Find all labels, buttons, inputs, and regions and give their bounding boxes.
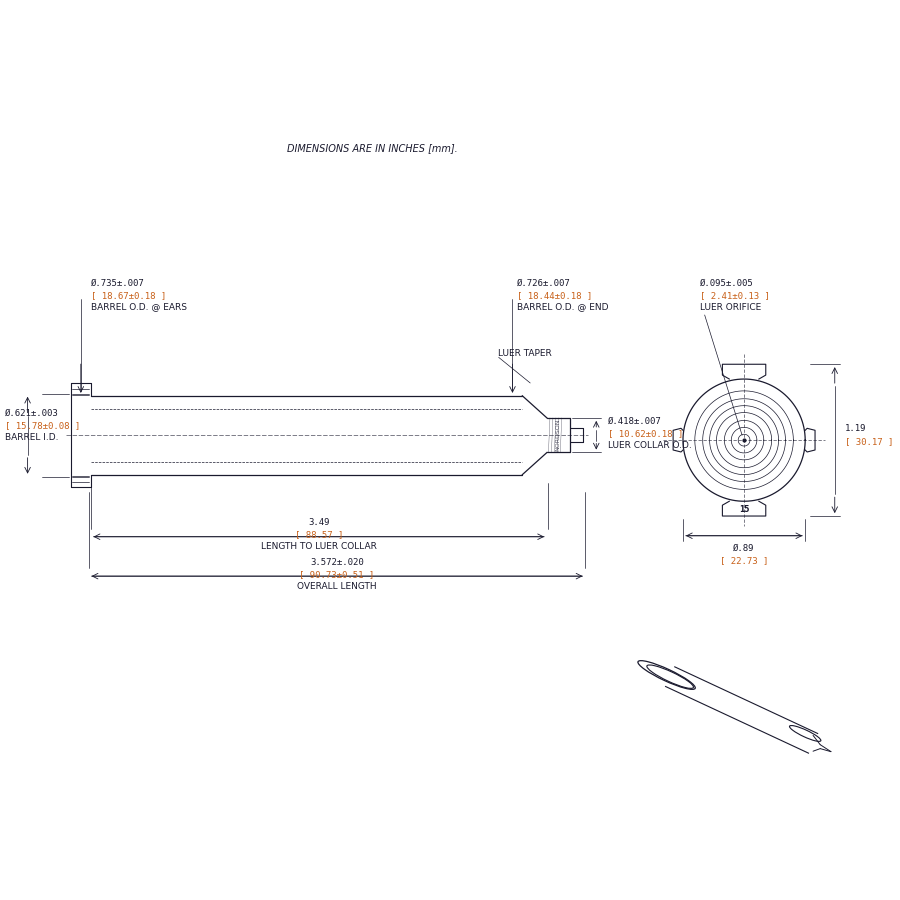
- Text: 1.19: 1.19: [844, 424, 866, 433]
- Text: [ 88.57 ]: [ 88.57 ]: [294, 530, 343, 539]
- Text: Ø.621±.003: Ø.621±.003: [4, 409, 59, 418]
- Text: [ 18.67±0.18 ]: [ 18.67±0.18 ]: [91, 291, 166, 300]
- Text: LENGTH TO LUER COLLAR: LENGTH TO LUER COLLAR: [261, 542, 377, 551]
- Text: Ø.418±.007: Ø.418±.007: [608, 417, 662, 426]
- Text: NORDSON: NORDSON: [556, 419, 561, 452]
- Text: [ 10.62±0.18 ]: [ 10.62±0.18 ]: [608, 428, 683, 437]
- Text: [ 22.73 ]: [ 22.73 ]: [720, 556, 769, 565]
- Text: LUER ORIFICE: LUER ORIFICE: [699, 302, 761, 311]
- Text: Ø.726±.007: Ø.726±.007: [518, 279, 572, 288]
- Text: [ 90.73±0.51 ]: [ 90.73±0.51 ]: [300, 570, 374, 579]
- Text: [ 15.78±0.08 ]: [ 15.78±0.08 ]: [4, 421, 80, 430]
- Text: LUER COLLAR O.D.: LUER COLLAR O.D.: [608, 441, 692, 450]
- Text: 3.572±.020: 3.572±.020: [310, 558, 364, 567]
- Text: OVERALL LENGTH: OVERALL LENGTH: [297, 581, 377, 590]
- Text: LUER TAPER: LUER TAPER: [498, 349, 552, 358]
- Text: DIMENSIONS ARE IN INCHES [mm].: DIMENSIONS ARE IN INCHES [mm].: [287, 143, 458, 153]
- Text: Ø.89: Ø.89: [734, 544, 755, 554]
- Text: BARREL O.D. @ END: BARREL O.D. @ END: [518, 302, 609, 311]
- Text: 3.49: 3.49: [308, 518, 329, 527]
- Text: BARREL O.D. @ EARS: BARREL O.D. @ EARS: [91, 302, 186, 311]
- Text: [ 2.41±0.13 ]: [ 2.41±0.13 ]: [699, 291, 770, 300]
- Text: [ 30.17 ]: [ 30.17 ]: [844, 436, 893, 446]
- Text: Ø.735±.007: Ø.735±.007: [91, 279, 144, 288]
- Text: BARREL I.D.: BARREL I.D.: [4, 433, 59, 442]
- Text: 15: 15: [739, 505, 750, 514]
- Text: [ 18.44±0.18 ]: [ 18.44±0.18 ]: [518, 291, 593, 300]
- Text: Ø.095±.005: Ø.095±.005: [699, 279, 753, 288]
